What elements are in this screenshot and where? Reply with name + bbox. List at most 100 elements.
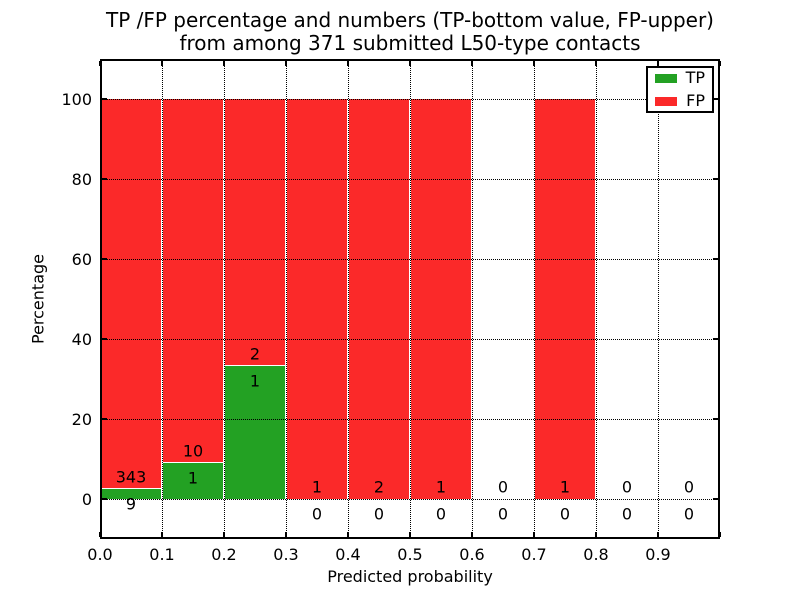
x-tick-mark xyxy=(285,61,287,66)
fp-count-label: 1 xyxy=(435,477,447,497)
x-axis-label: Predicted probability xyxy=(327,567,493,586)
v-gridline xyxy=(534,59,535,539)
v-gridline xyxy=(348,59,349,539)
fp-bar-segment xyxy=(411,99,471,499)
x-tick-mark xyxy=(595,532,597,537)
x-tick-mark xyxy=(409,532,411,537)
x-tick-mark xyxy=(223,532,225,537)
x-tick-mark xyxy=(347,532,349,537)
fp-bar-segment xyxy=(225,99,285,365)
tp-count-label: 9 xyxy=(125,494,137,514)
legend-label-fp: FP xyxy=(686,91,705,110)
y-tick-mark xyxy=(713,498,718,500)
tp-count-label: 1 xyxy=(249,371,261,391)
x-tick-mark xyxy=(99,61,101,66)
legend-swatch-fp xyxy=(655,96,678,106)
x-tick-label: 0.0 xyxy=(87,545,113,564)
tp-bar-segment xyxy=(101,489,161,499)
v-gridline xyxy=(596,59,597,539)
y-tick-label: 20 xyxy=(71,410,92,429)
y-tick-label: 0 xyxy=(81,490,92,509)
fp-bar-segment xyxy=(101,99,161,488)
y-tick-label: 60 xyxy=(71,250,92,269)
x-tick-mark xyxy=(719,532,721,537)
x-tick-mark xyxy=(595,61,597,66)
v-gridline xyxy=(410,59,411,539)
legend-row-fp: FP xyxy=(655,93,705,109)
tp-count-label: 0 xyxy=(559,504,571,524)
x-tick-mark xyxy=(223,61,225,66)
chart-title: TP /FP percentage and numbers (TP-bottom… xyxy=(100,9,720,55)
x-tick-mark xyxy=(657,61,659,66)
x-tick-label: 0.4 xyxy=(335,545,361,564)
fp-count-label: 343 xyxy=(115,467,147,487)
x-tick-mark xyxy=(533,532,535,537)
fp-count-label: 0 xyxy=(497,477,509,497)
y-tick-mark xyxy=(713,338,718,340)
fp-bar-segment xyxy=(287,99,347,499)
v-gridline xyxy=(472,59,473,539)
x-tick-mark xyxy=(719,61,721,66)
x-tick-label: 0.9 xyxy=(645,545,671,564)
y-tick-mark xyxy=(102,338,107,340)
tp-bar-segment xyxy=(163,463,223,499)
y-tick-mark xyxy=(102,98,107,100)
chart-title-line1: TP /FP percentage and numbers (TP-bottom… xyxy=(106,8,714,32)
fp-count-label: 1 xyxy=(311,477,323,497)
x-tick-label: 0.5 xyxy=(397,545,423,564)
fp-bar-segment xyxy=(535,99,595,499)
y-tick-label: 100 xyxy=(61,90,92,109)
y-tick-mark xyxy=(102,178,107,180)
v-gridline xyxy=(162,59,163,539)
tp-count-label: 0 xyxy=(621,504,633,524)
tp-count-label: 0 xyxy=(373,504,385,524)
x-tick-label: 0.8 xyxy=(583,545,609,564)
x-tick-label: 0.2 xyxy=(211,545,237,564)
y-tick-mark xyxy=(713,418,718,420)
y-tick-label: 80 xyxy=(71,170,92,189)
fp-count-label: 2 xyxy=(249,344,261,364)
fp-count-label: 0 xyxy=(683,477,695,497)
x-tick-mark xyxy=(533,61,535,66)
x-tick-mark xyxy=(657,532,659,537)
v-gridline xyxy=(224,59,225,539)
x-tick-mark xyxy=(409,61,411,66)
x-tick-mark xyxy=(471,61,473,66)
x-tick-mark xyxy=(347,61,349,66)
x-tick-label: 0.7 xyxy=(521,545,547,564)
x-tick-mark xyxy=(161,532,163,537)
fp-count-label: 10 xyxy=(182,441,204,461)
x-tick-label: 0.6 xyxy=(459,545,485,564)
legend-row-tp: TP xyxy=(655,70,705,86)
fp-count-label: 0 xyxy=(621,477,633,497)
y-tick-mark xyxy=(102,258,107,260)
x-tick-mark xyxy=(285,532,287,537)
y-tick-mark xyxy=(713,258,718,260)
y-tick-mark xyxy=(102,498,107,500)
v-gridline xyxy=(658,59,659,539)
y-tick-mark xyxy=(713,98,718,100)
fp-bar-segment xyxy=(163,99,223,462)
legend-label-tp: TP xyxy=(685,68,705,87)
v-gridline xyxy=(286,59,287,539)
y-tick-label: 40 xyxy=(71,330,92,349)
chart-title-line2: from among 371 submitted L50-type contac… xyxy=(179,31,641,55)
legend-swatch-tp xyxy=(655,73,677,83)
x-tick-label: 0.3 xyxy=(273,545,299,564)
legend: TP FP xyxy=(646,66,714,113)
fp-count-label: 2 xyxy=(373,477,385,497)
y-tick-mark xyxy=(102,418,107,420)
x-tick-mark xyxy=(471,532,473,537)
tp-count-label: 0 xyxy=(435,504,447,524)
fp-bar-segment xyxy=(349,99,409,499)
x-tick-label: 0.1 xyxy=(149,545,175,564)
fp-count-label: 1 xyxy=(559,477,571,497)
tp-count-label: 0 xyxy=(683,504,695,524)
x-tick-mark xyxy=(99,532,101,537)
x-tick-mark xyxy=(161,61,163,66)
y-tick-mark xyxy=(713,178,718,180)
tp-bar-segment xyxy=(225,366,285,499)
tp-count-label: 0 xyxy=(311,504,323,524)
